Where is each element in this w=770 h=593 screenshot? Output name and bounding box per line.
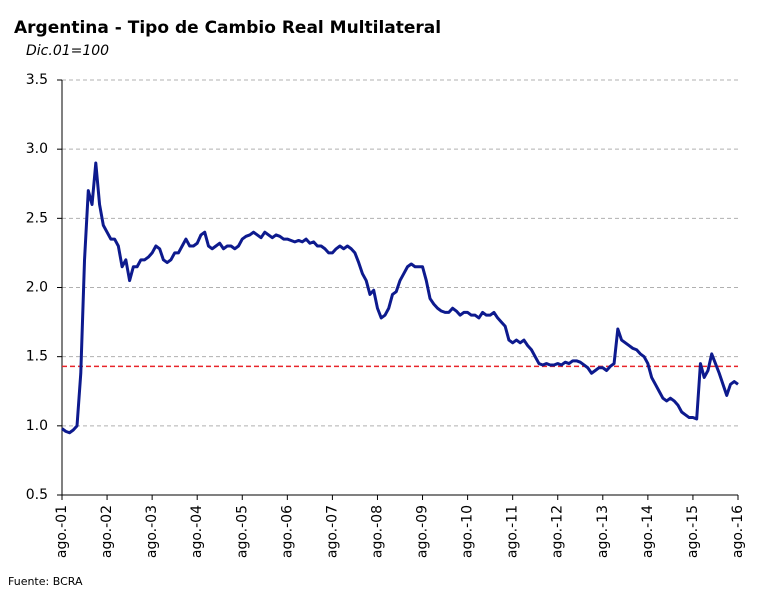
x-tick-label: ago.-04 [189, 505, 205, 558]
y-tick-label: 1.0 [26, 418, 48, 434]
x-tick-label: ago.-10 [460, 505, 476, 558]
y-tick-label: 2.0 [26, 280, 48, 296]
x-tick-label: ago.-14 [640, 505, 656, 558]
y-tick-label: 0.5 [26, 487, 48, 503]
source-note: Fuente: BCRA [8, 575, 83, 588]
x-tick-label: ago.-02 [99, 505, 115, 558]
x-tick-label: ago.-13 [595, 505, 611, 558]
y-tick-label: 3.0 [26, 141, 48, 157]
x-tick-label: ago.-06 [279, 505, 295, 558]
data-line [61, 161, 739, 435]
chart-title: Argentina - Tipo de Cambio Real Multilat… [14, 18, 441, 38]
x-tick-label: ago.-16 [730, 505, 746, 558]
x-tick-label: ago.-01 [54, 505, 70, 558]
chart-subtitle: Dic.01=100 [26, 43, 109, 59]
x-tick-label: ago.-15 [685, 505, 701, 558]
x-tick-label: ago.-08 [369, 505, 385, 558]
x-tick-label: ago.-11 [505, 505, 521, 558]
y-tick-label: 2.5 [26, 210, 48, 226]
y-tick-label: 1.5 [26, 349, 48, 365]
x-tick-label: ago.-12 [550, 505, 566, 558]
x-tick-label: ago.-07 [324, 505, 340, 558]
y-tick-label: 3.5 [26, 72, 48, 88]
x-tick-label: ago.-03 [144, 505, 160, 558]
x-tick-label: ago.-05 [234, 505, 250, 558]
x-tick-label: ago.-09 [415, 505, 431, 558]
